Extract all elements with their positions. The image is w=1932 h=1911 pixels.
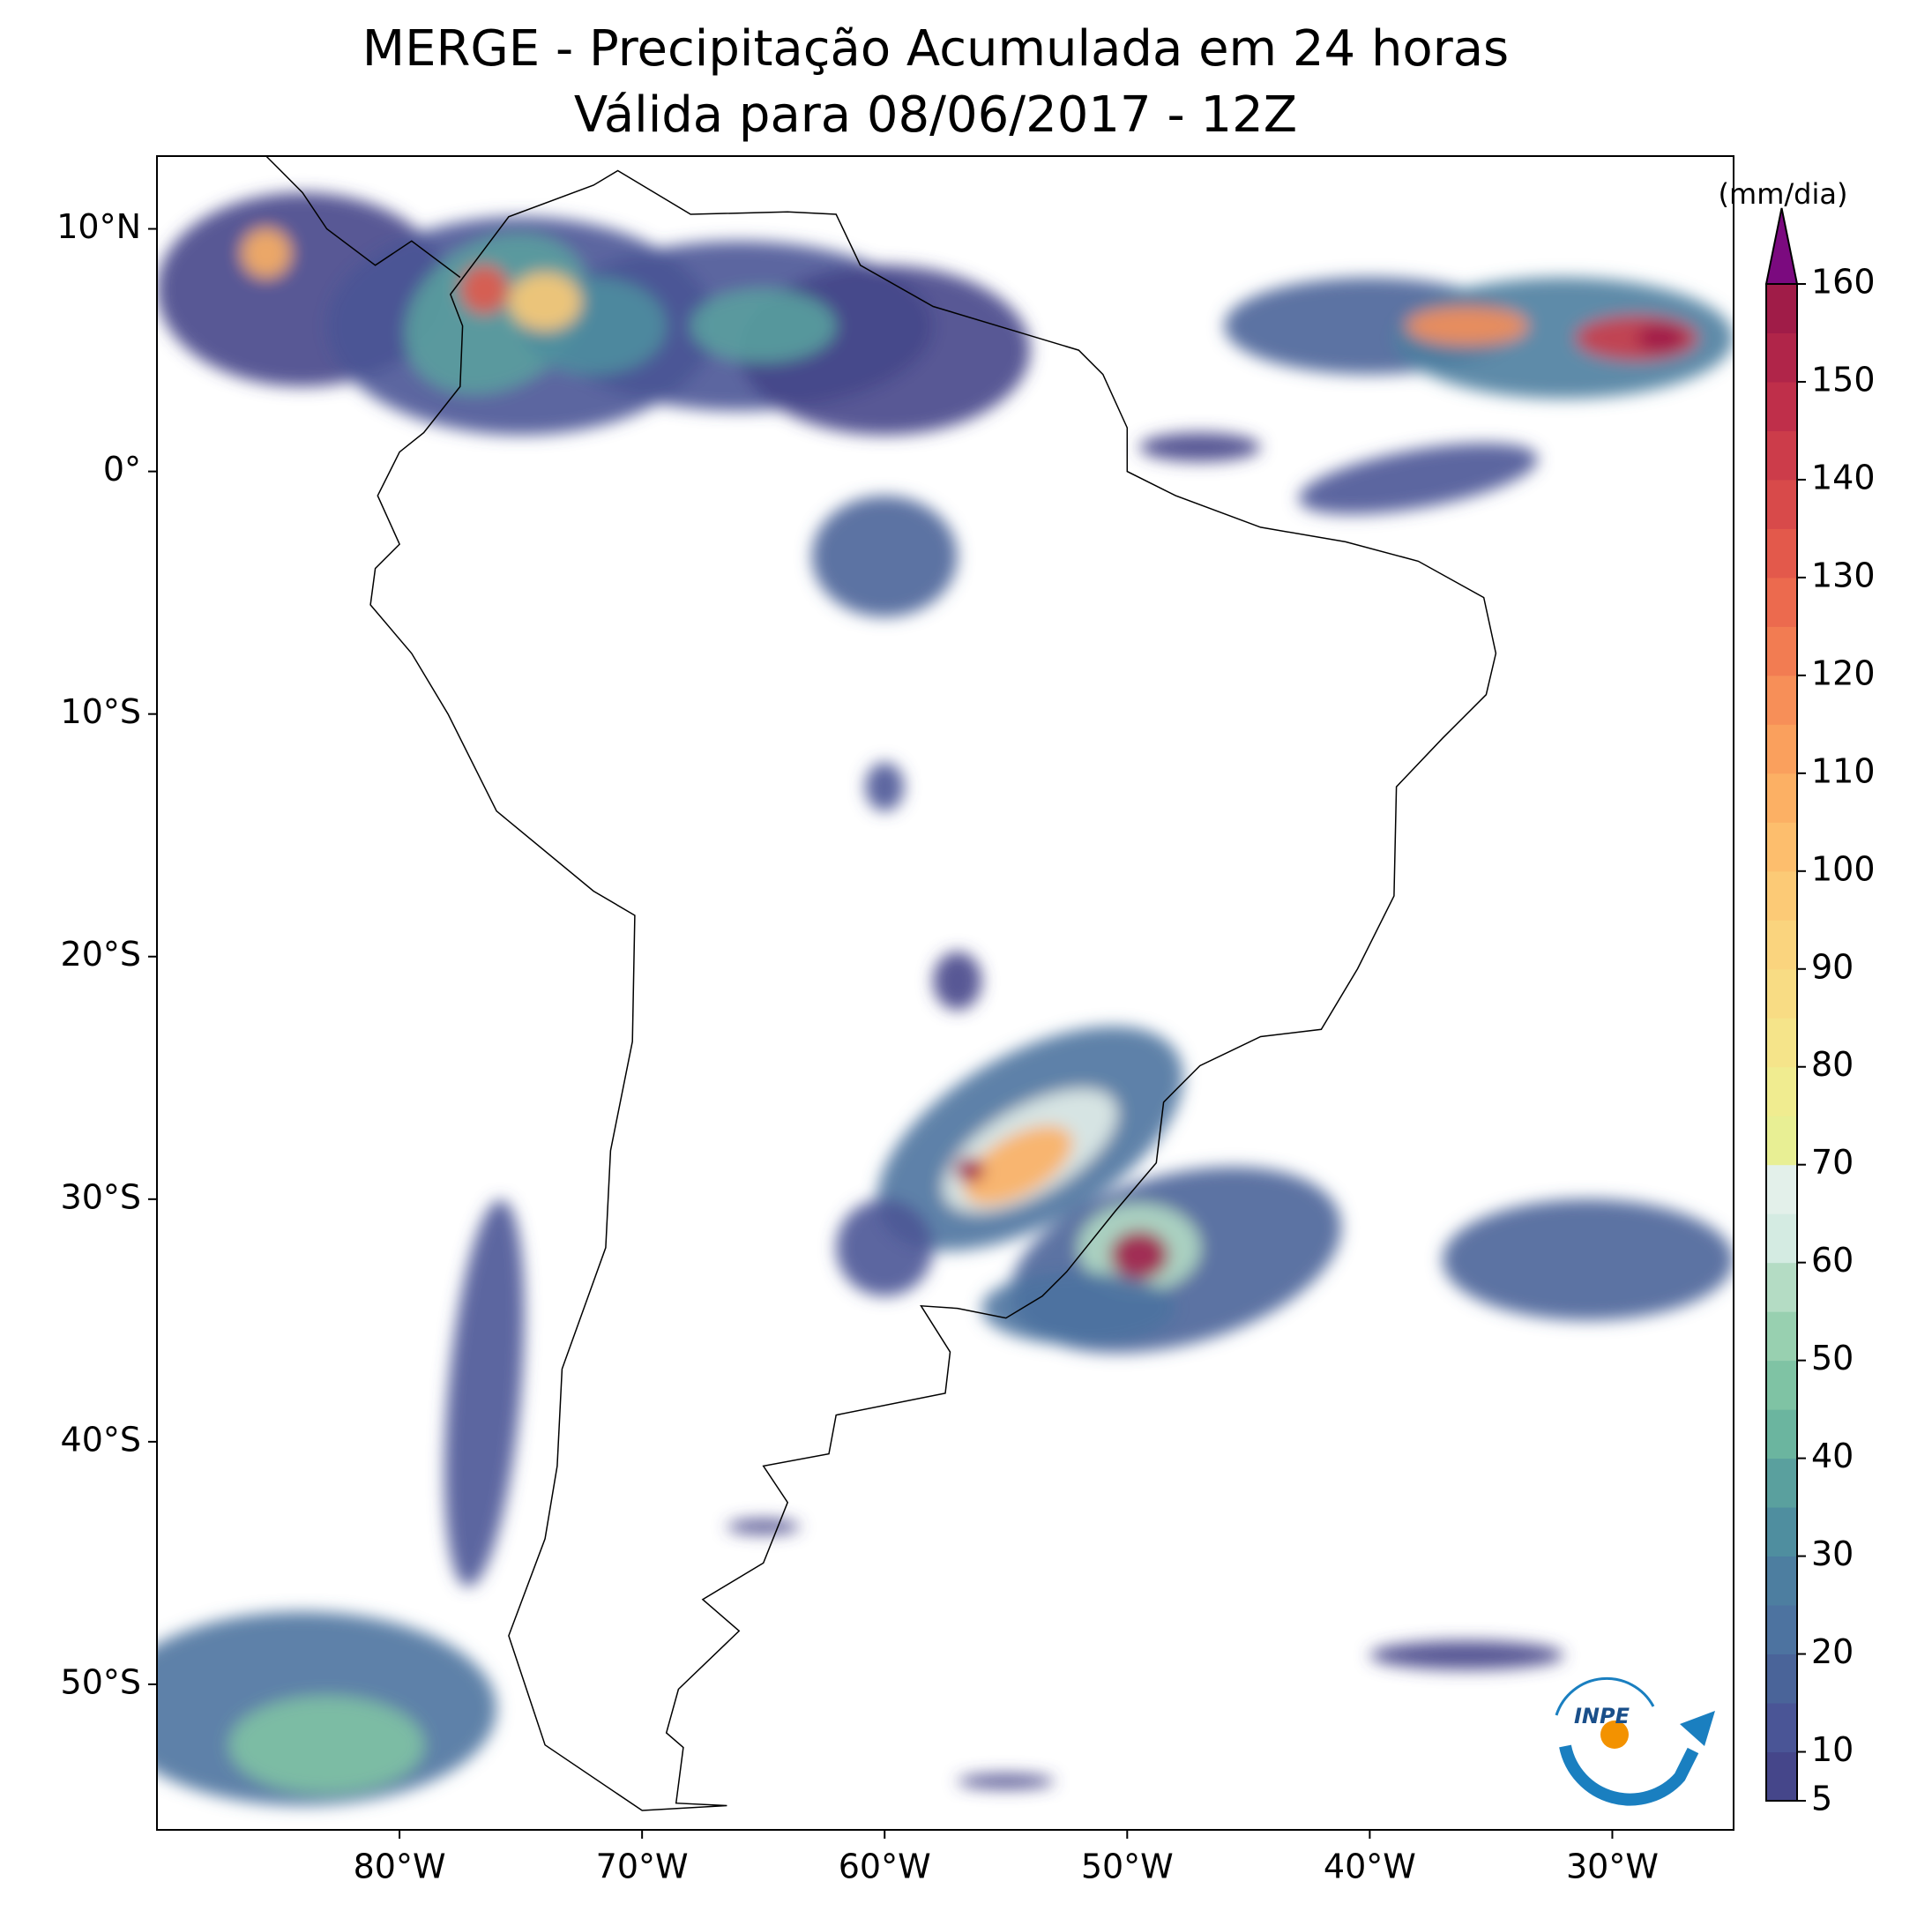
precip-cell (1406, 306, 1528, 346)
colorbar-band (1766, 1751, 1797, 1802)
colorbar-tick-label: 60 (1811, 1241, 1854, 1280)
precip-cell (459, 265, 509, 314)
colorbar-tick-label: 40 (1811, 1437, 1854, 1475)
map-area (157, 156, 1734, 1811)
colorbar-band (1766, 1262, 1797, 1312)
precip-cell (1139, 432, 1261, 462)
y-tick-label: 10°S (61, 692, 141, 731)
precip-cell (981, 1272, 1176, 1345)
colorbar-band (1766, 479, 1797, 529)
colorbar-tick-label: 70 (1811, 1143, 1854, 1182)
colorbar-band (1766, 1311, 1797, 1362)
colorbar-frame (1765, 283, 1798, 1802)
colorbar-tick-label: 80 (1811, 1045, 1854, 1084)
x-tick-label: 50°W (1081, 1848, 1174, 1886)
precip-cell (955, 1158, 985, 1183)
y-tick-label: 50°S (61, 1662, 141, 1701)
colorbar-band (1766, 577, 1797, 627)
colorbar-tick-label: 110 (1811, 751, 1876, 790)
precip-cell (1442, 1198, 1734, 1321)
chart-subtitle: Válida para 08/06/2017 - 12Z (574, 86, 1297, 144)
precip-cell (444, 1199, 525, 1587)
colorbar-band (1766, 1458, 1797, 1508)
colorbar-tick-label: 140 (1811, 458, 1876, 496)
colorbar-band (1766, 284, 1797, 333)
precip-cell (727, 1519, 800, 1534)
precip-cell (1636, 323, 1685, 353)
colorbar-tick-label: 120 (1811, 653, 1876, 692)
colorbar-band (1766, 1605, 1797, 1655)
x-tick-label: 30°W (1566, 1848, 1659, 1886)
colorbar-band (1766, 430, 1797, 481)
colorbar-tick-label: 160 (1811, 263, 1876, 302)
colorbar-band (1766, 1164, 1797, 1214)
colorbar-band (1766, 1409, 1797, 1459)
colorbar-label: (mm/dia) (1719, 177, 1848, 211)
colorbar-band (1766, 675, 1797, 725)
precip-cell (229, 1696, 424, 1794)
colorbar-band (1766, 1703, 1797, 1753)
precip-cell (957, 1773, 1055, 1789)
precip-cell (508, 272, 582, 332)
colorbar-band (1766, 1116, 1797, 1166)
colorbar-band (1766, 626, 1797, 676)
precip-cell (811, 496, 958, 617)
y-tick-label: 10°N (56, 207, 141, 246)
colorbar-band (1766, 528, 1797, 579)
colorbar-tick-label: 150 (1811, 360, 1876, 399)
precip-cell (933, 952, 982, 1011)
svg-text:INPE: INPE (1574, 1704, 1630, 1728)
south-america-coast (369, 169, 1497, 1811)
y-tick-label: 30°S (61, 1177, 141, 1216)
colorbar-band (1766, 1507, 1797, 1557)
colorbar-tick-label: 50 (1811, 1339, 1854, 1377)
y-tick-label: 0° (103, 450, 141, 489)
colorbar-tick-label: 5 (1811, 1780, 1832, 1818)
colorbar-tick-label: 20 (1811, 1632, 1854, 1671)
precip-cell (1369, 1640, 1564, 1670)
colorbar-tick-label: 90 (1811, 947, 1854, 986)
colorbar-band (1766, 1556, 1797, 1606)
precip-cell (242, 228, 291, 278)
central-america-coast (265, 156, 461, 279)
colorbar-band (1766, 773, 1797, 823)
colorbar-tick-label: 130 (1811, 556, 1876, 594)
precip-cell (836, 1198, 934, 1296)
colorbar-band (1766, 1066, 1797, 1116)
precip-cell (690, 289, 837, 362)
colorbar-extension (1764, 207, 1799, 285)
y-tick-label: 20°S (61, 935, 141, 974)
precip-cell (865, 762, 905, 811)
colorbar-band (1766, 1213, 1797, 1264)
colorbar-band (1766, 724, 1797, 774)
colorbar-tick-label: 30 (1811, 1534, 1854, 1573)
colorbar-band (1766, 1653, 1797, 1704)
colorbar-band (1766, 1018, 1797, 1068)
x-tick-label: 80°W (354, 1848, 446, 1886)
x-tick-label: 70°W (596, 1848, 689, 1886)
y-tick-label: 40°S (61, 1420, 141, 1459)
colorbar-tick-label: 100 (1811, 849, 1876, 888)
colorbar-tick-label: 10 (1811, 1730, 1854, 1769)
chart-title: MERGE - Precipitação Acumulada em 24 hor… (362, 20, 1509, 78)
colorbar-band (1766, 381, 1797, 431)
precip-cell (963, 1125, 1073, 1206)
map-frame (156, 155, 1734, 1831)
inpe-logo: INPE (1555, 1676, 1715, 1806)
colorbar-band (1766, 968, 1797, 1019)
colorbar-band (1766, 332, 1797, 383)
colorbar-band (1766, 920, 1797, 970)
colorbar-band (1766, 1360, 1797, 1410)
colorbar: 5 10 20 30 40 50 60 70 80 90 100 110 120 130 140 150 160 (1764, 207, 1876, 1818)
coastlines (265, 156, 1497, 1811)
precip-cell (1298, 443, 1538, 515)
x-tick-label: 40°W (1324, 1848, 1416, 1886)
colorbar-band (1766, 870, 1797, 921)
precipitation-field (157, 192, 1734, 1806)
colorbar-band (1766, 822, 1797, 872)
precip-cell (1110, 1230, 1169, 1280)
x-tick-label: 60°W (839, 1848, 931, 1886)
